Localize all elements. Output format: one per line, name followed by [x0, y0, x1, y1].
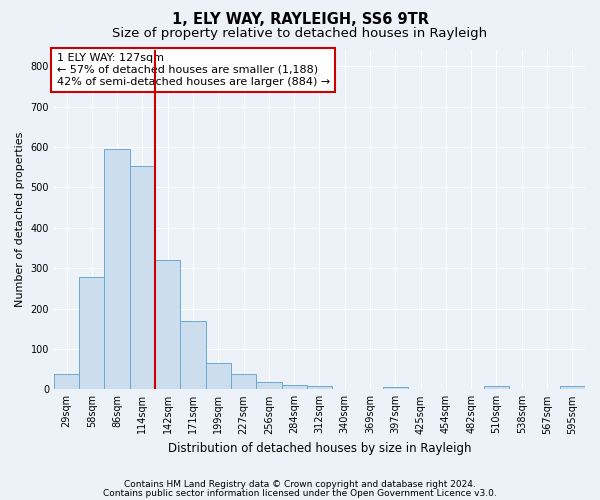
Bar — [231, 374, 256, 390]
Bar — [383, 388, 408, 390]
Bar — [281, 386, 307, 390]
Bar — [560, 386, 585, 390]
Text: Contains public sector information licensed under the Open Government Licence v3: Contains public sector information licen… — [103, 488, 497, 498]
Text: Size of property relative to detached houses in Rayleigh: Size of property relative to detached ho… — [112, 28, 488, 40]
Bar — [54, 374, 79, 390]
X-axis label: Distribution of detached houses by size in Rayleigh: Distribution of detached houses by size … — [168, 442, 471, 455]
Bar — [256, 382, 281, 390]
Bar — [155, 260, 181, 390]
Text: Contains HM Land Registry data © Crown copyright and database right 2024.: Contains HM Land Registry data © Crown c… — [124, 480, 476, 489]
Text: 1, ELY WAY, RAYLEIGH, SS6 9TR: 1, ELY WAY, RAYLEIGH, SS6 9TR — [172, 12, 428, 28]
Bar — [181, 322, 206, 390]
Bar — [104, 149, 130, 390]
Bar — [307, 386, 332, 390]
Bar — [206, 363, 231, 390]
Y-axis label: Number of detached properties: Number of detached properties — [15, 132, 25, 308]
Bar — [484, 386, 509, 390]
Bar — [130, 166, 155, 390]
Text: 1 ELY WAY: 127sqm
← 57% of detached houses are smaller (1,188)
42% of semi-detac: 1 ELY WAY: 127sqm ← 57% of detached hous… — [56, 54, 330, 86]
Bar — [79, 277, 104, 390]
